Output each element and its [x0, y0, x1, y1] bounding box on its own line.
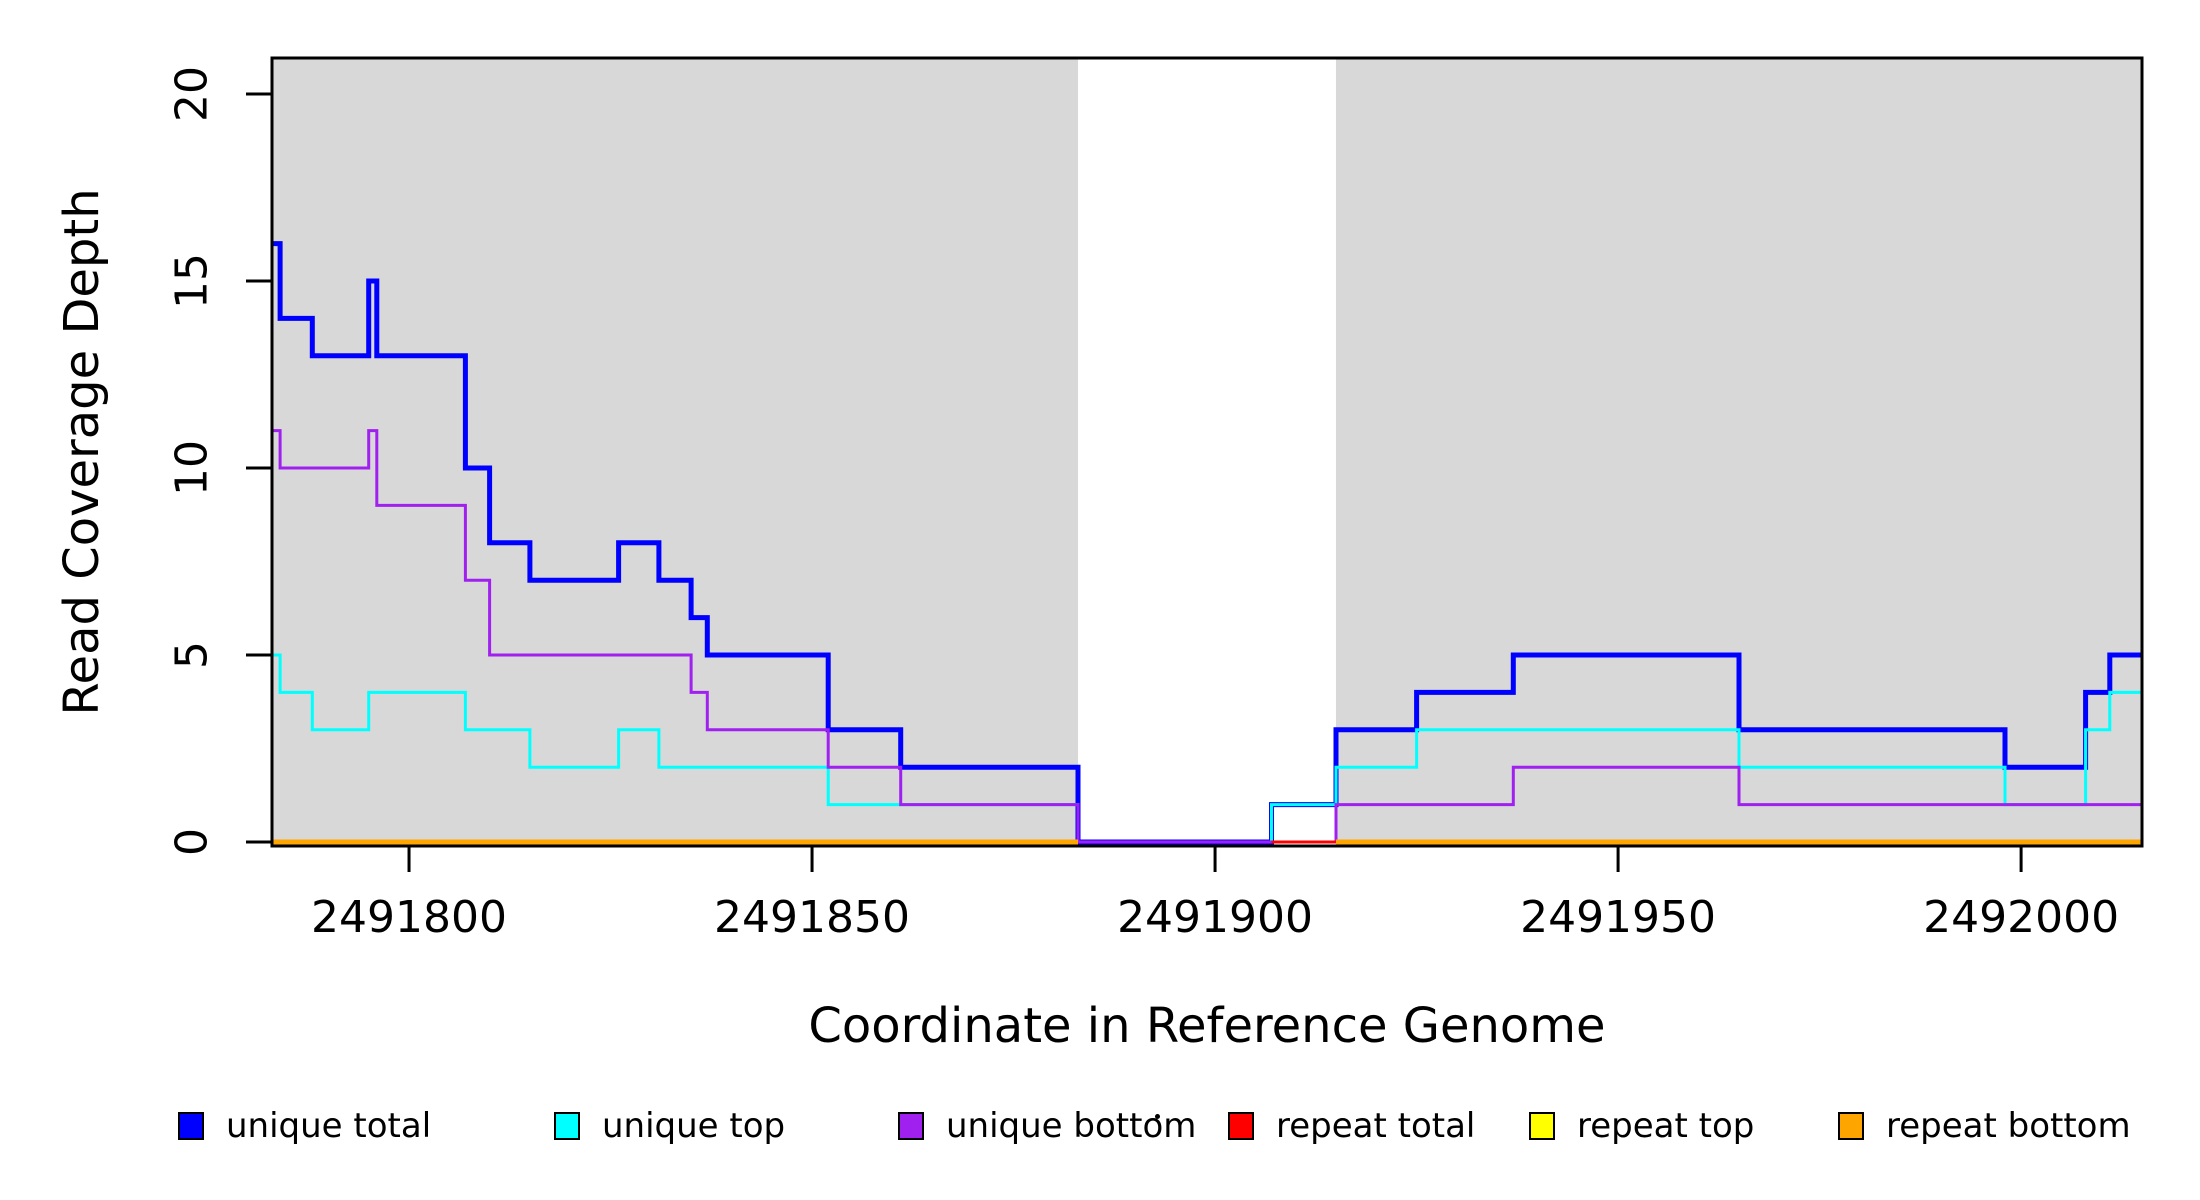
legend-item-unique-total: unique total — [178, 1106, 431, 1146]
legend-label: unique top — [602, 1106, 786, 1146]
legend-swatch-unique-top — [554, 1112, 580, 1140]
x-tick-label: 2492000 — [1923, 892, 2119, 943]
legend-item-repeat-bottom: repeat bottom — [1838, 1106, 2131, 1146]
shaded-region-1 — [272, 58, 1079, 846]
y-tick-label: 10 — [167, 440, 218, 496]
legend-swatch-unique-total — [178, 1112, 204, 1140]
legend-item-unique-top: unique top — [554, 1106, 785, 1146]
y-tick-label: 0 — [167, 828, 218, 856]
x-axis-title: Coordinate in Reference Genome — [808, 998, 1606, 1054]
legend-item-repeat-total: repeat total — [1228, 1106, 1475, 1146]
plot-box — [270, 56, 2144, 848]
legend-swatch-repeat-bottom — [1838, 1112, 1864, 1140]
legend-label: repeat total — [1276, 1106, 1476, 1146]
y-tick-label: 15 — [167, 253, 218, 309]
x-tick-label: 2491800 — [311, 892, 507, 943]
y-axis-title: Read Coverage Depth — [54, 188, 110, 716]
legend-label: repeat top — [1577, 1106, 1755, 1146]
x-tick-label: 2491900 — [1117, 892, 1313, 943]
legend-swatch-repeat-top — [1529, 1112, 1555, 1140]
x-tick-label: 2491850 — [714, 892, 910, 943]
legend-label: repeat bottom — [1886, 1106, 2131, 1146]
y-tick-label: 5 — [167, 641, 218, 669]
legend-item-unique-bottom: unique bottom — [898, 1106, 1196, 1146]
series-unique-bottom — [272, 429, 2142, 844]
stray-dot — [1155, 1114, 1160, 1119]
legend-label: unique total — [226, 1106, 432, 1146]
y-tick-label: 20 — [167, 66, 218, 122]
legend-swatch-repeat-total — [1228, 1112, 1254, 1140]
legend-swatch-unique-bottom — [898, 1112, 924, 1140]
legend-label: unique bottom — [946, 1106, 1197, 1146]
x-tick-label: 2491950 — [1520, 892, 1716, 943]
legend-item-repeat-top: repeat top — [1529, 1106, 1754, 1146]
series-unique-total — [272, 241, 2142, 845]
